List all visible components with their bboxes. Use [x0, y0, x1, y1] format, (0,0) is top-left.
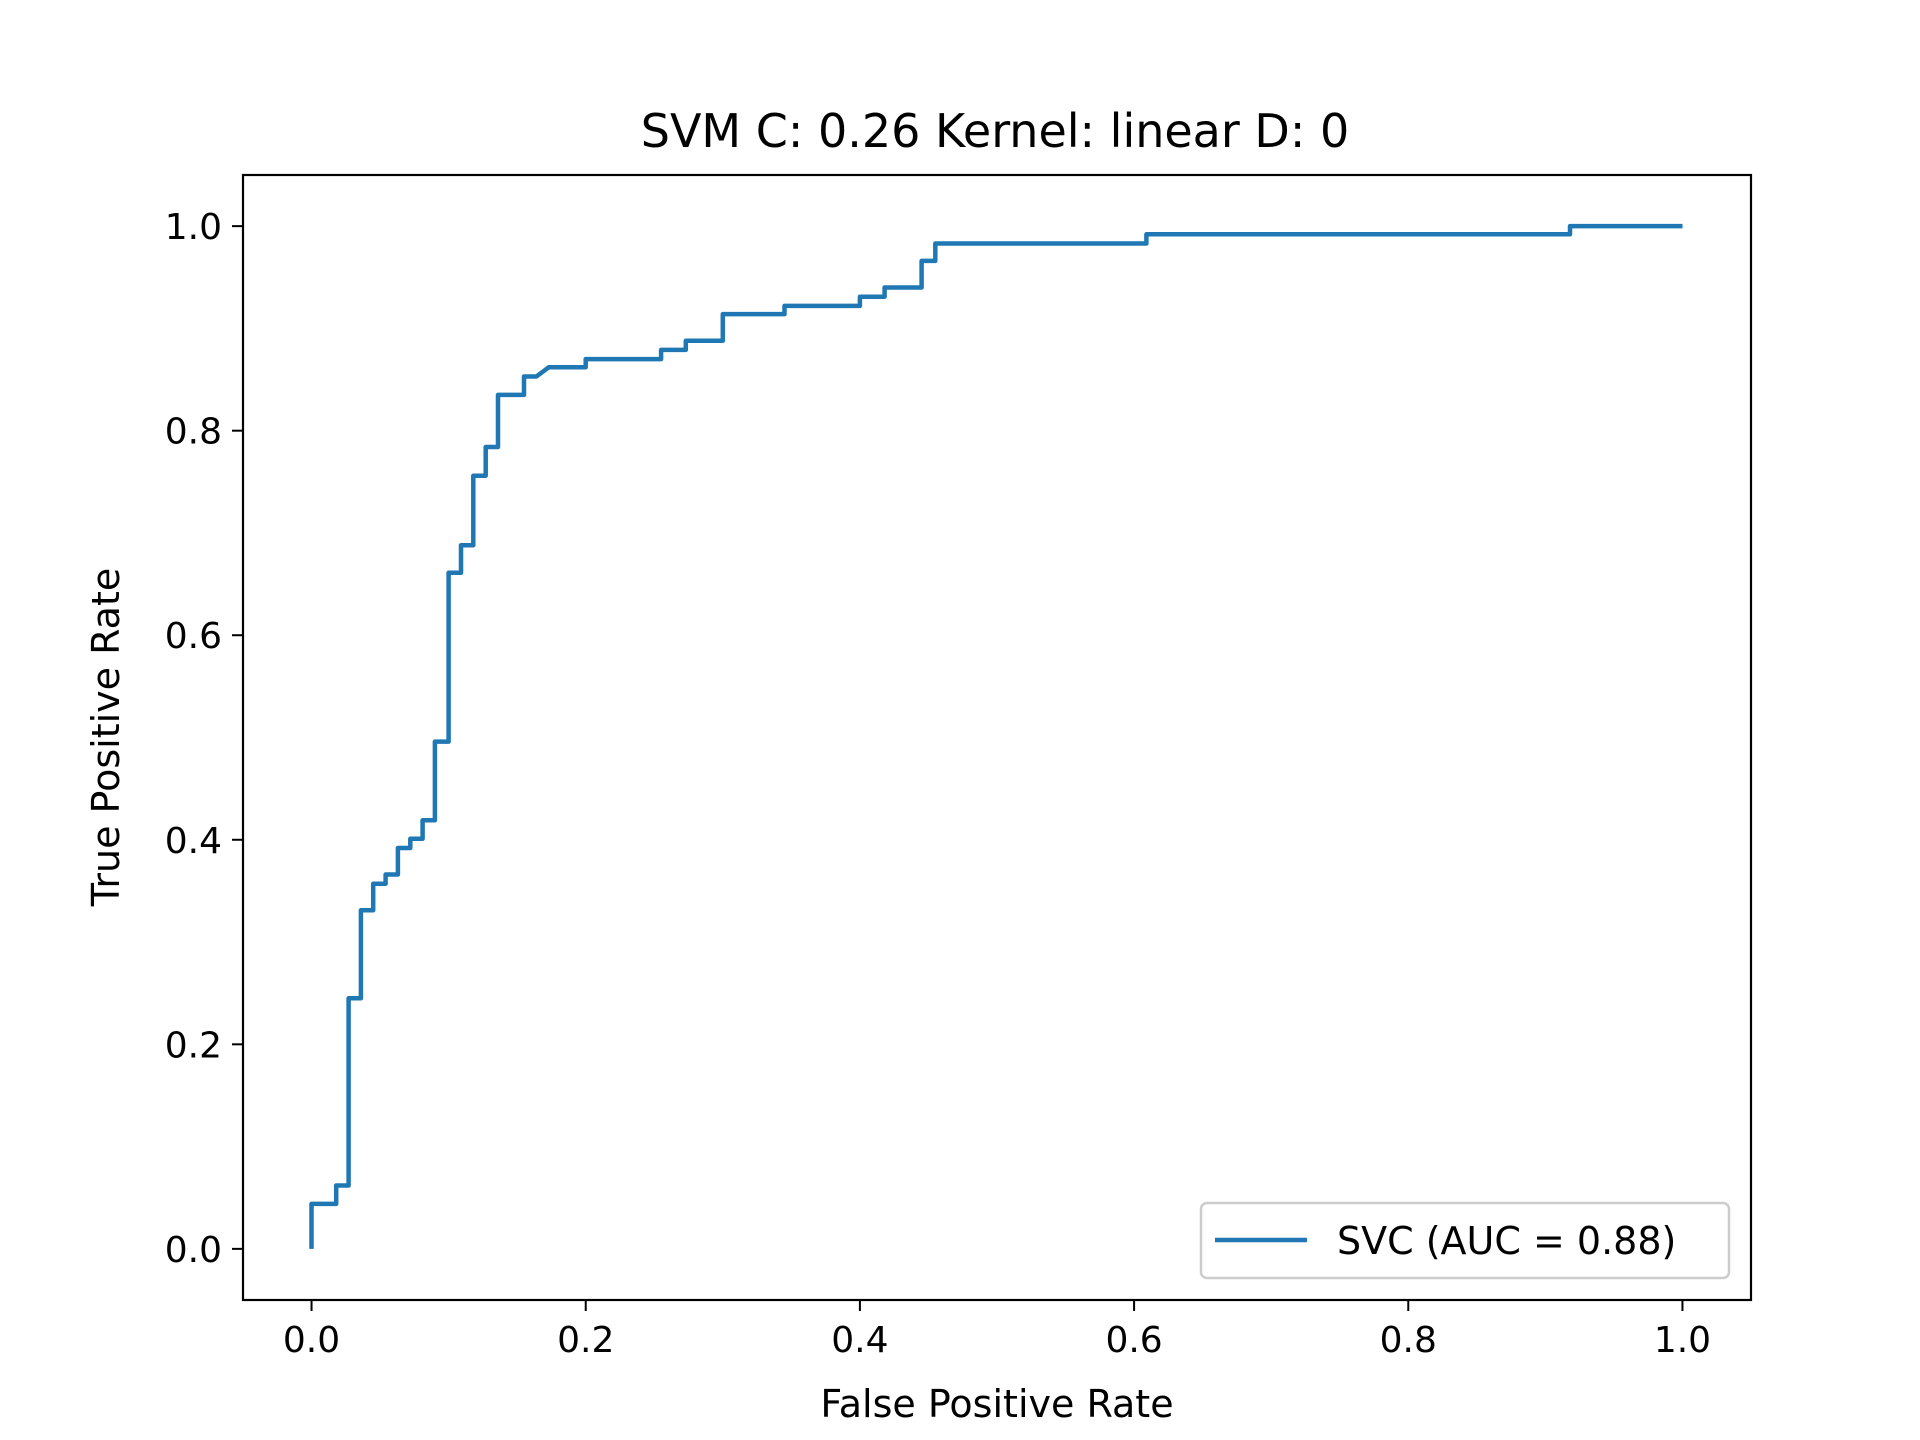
y-axis-label: True Positive Rate [84, 568, 128, 908]
chart-title: SVM C: 0.26 Kernel: linear D: 0 [641, 104, 1349, 158]
x-axis-label: False Positive Rate [820, 1382, 1173, 1426]
roc-curve-line [309, 223, 1683, 1249]
y-axis-ticks: 0.0 0.2 0.4 0.6 0.8 1.0 [165, 207, 243, 1271]
x-tick-label: 0.8 [1380, 1320, 1437, 1361]
plot-area [243, 175, 1751, 1300]
legend: SVC (AUC = 0.88) [1199, 1201, 1731, 1280]
plot-frame [241, 173, 1753, 1302]
x-tick-label: 0.4 [831, 1320, 888, 1361]
y-tick-label: 0.6 [165, 616, 222, 657]
x-axis-ticks: 0.0 0.2 0.4 0.6 0.8 1.0 [283, 1300, 1711, 1361]
x-tick-label: 0.0 [283, 1320, 340, 1361]
x-tick-label: 0.6 [1105, 1320, 1162, 1361]
x-tick-label: 0.2 [557, 1320, 614, 1361]
legend-entry-label: SVC (AUC = 0.88) [1337, 1219, 1676, 1263]
y-tick-label: 0.8 [165, 412, 222, 453]
y-tick-label: 0.2 [165, 1025, 222, 1066]
x-tick-label: 1.0 [1654, 1320, 1711, 1361]
y-tick-label: 0.4 [165, 821, 222, 862]
legend-frame [1199, 1201, 1731, 1280]
y-tick-label: 1.0 [165, 207, 222, 248]
series-layer [309, 223, 1683, 1249]
y-tick-label: 0.0 [165, 1230, 222, 1271]
